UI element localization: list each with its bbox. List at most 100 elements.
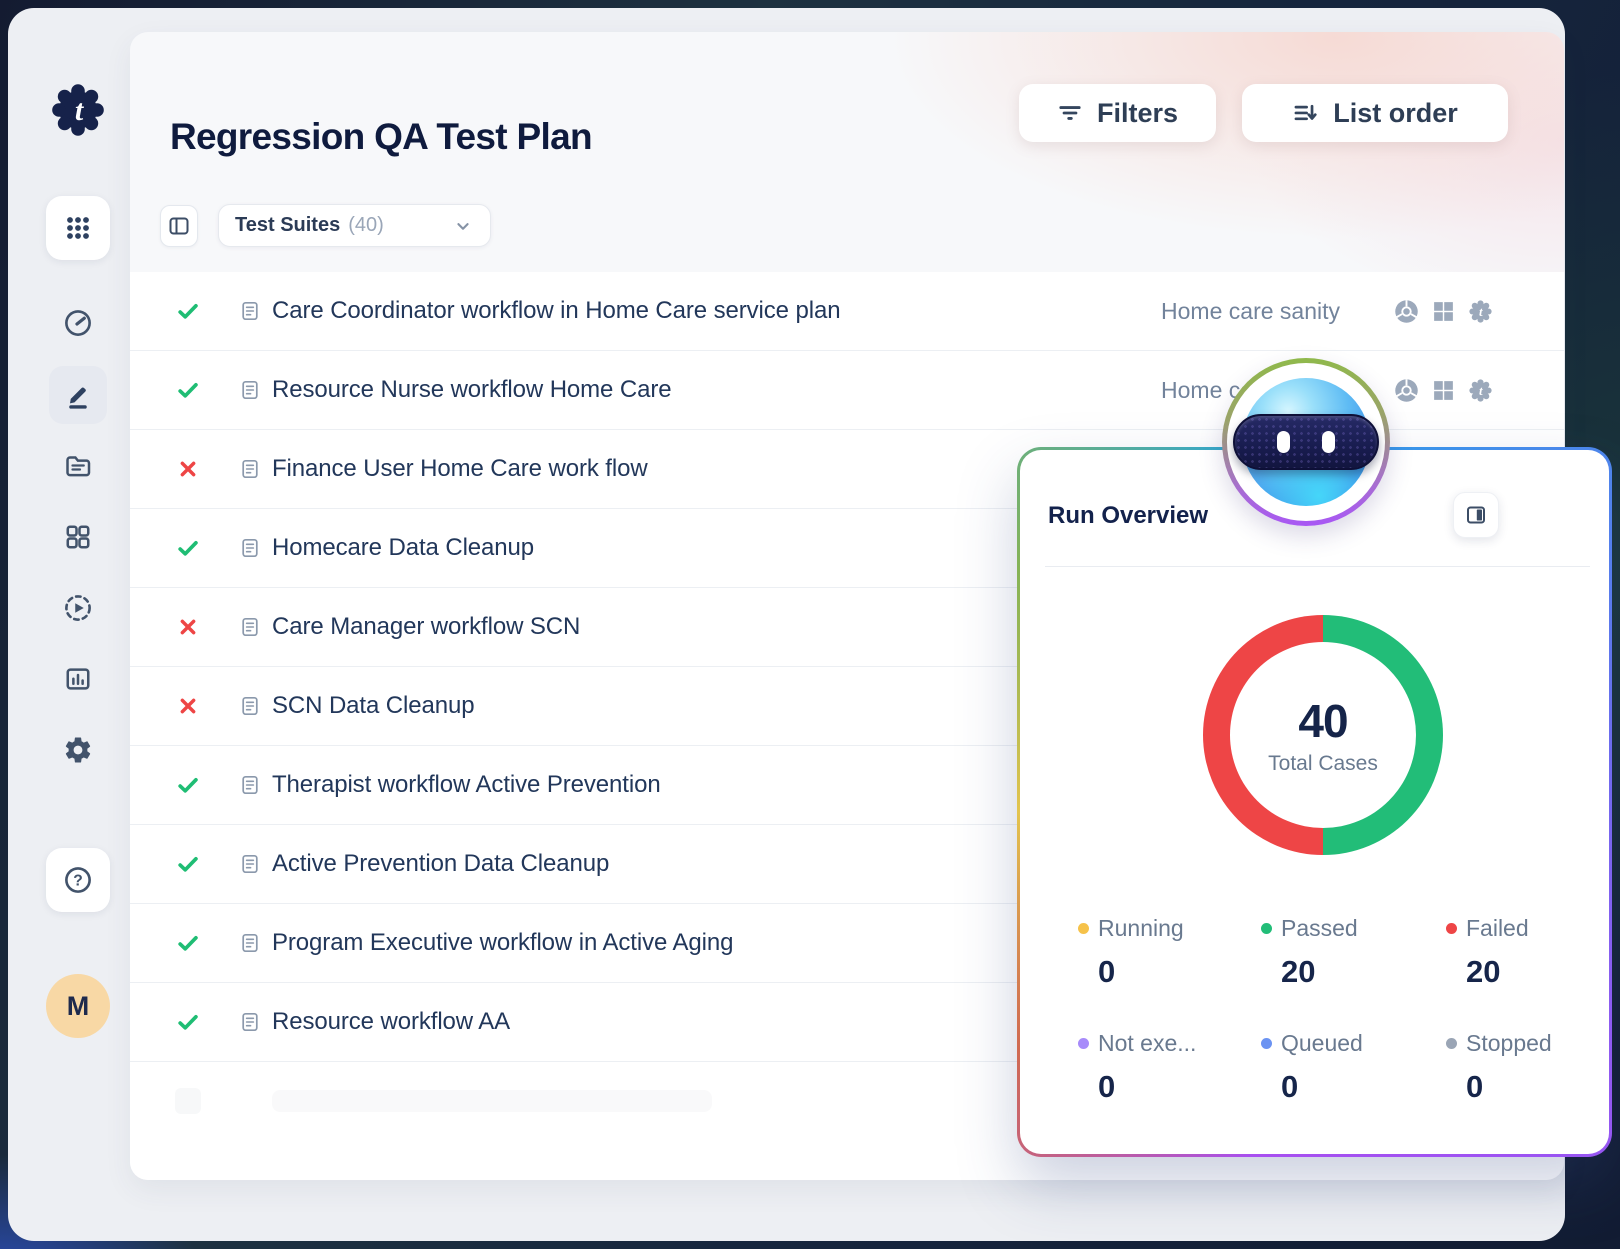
dashboard-speedometer-icon	[65, 310, 91, 336]
test-doc-icon	[242, 380, 258, 400]
not-executed-dot	[1078, 1038, 1089, 1049]
avatar-initial: M	[66, 990, 90, 1021]
legend-not-executed: Not exe... 0	[1078, 1030, 1261, 1105]
sidebar-item-settings[interactable]	[56, 728, 100, 772]
test-doc-icon	[242, 617, 258, 637]
test-suites-dropdown[interactable]: Test Suites (40)	[218, 204, 491, 247]
runs-play-icon	[65, 595, 91, 621]
failed-cross-icon	[180, 461, 196, 477]
svg-text:?: ?	[73, 873, 83, 890]
legend-passed: Passed 20	[1261, 915, 1446, 990]
chevron-down-icon	[457, 222, 469, 230]
test-name: Homecare Data Cleanup	[272, 534, 535, 561]
queued-dot	[1261, 1038, 1272, 1049]
sidebar-item-apps[interactable]	[46, 196, 110, 260]
legend-queued: Queued 0	[1261, 1030, 1446, 1105]
robot-ring	[1227, 363, 1385, 521]
panel-toggle-button[interactable]	[1453, 492, 1499, 538]
sidebar-item-editor[interactable]	[49, 366, 107, 424]
chrome-icon	[1395, 378, 1418, 402]
passed-check-icon	[178, 935, 198, 951]
settings-gear-icon	[65, 737, 91, 763]
test-name: Therapist workflow Active Prevention	[272, 771, 661, 798]
svg-text:t: t	[75, 94, 85, 127]
test-doc-icon	[242, 301, 258, 321]
help-circle-icon: ?	[65, 867, 91, 893]
running-dot	[1078, 923, 1089, 934]
test-name: Care Manager workflow SCN	[272, 613, 581, 640]
total-cases-value: 40	[1298, 695, 1348, 747]
user-avatar[interactable]: M	[46, 974, 110, 1038]
donut-center: 40 Total Cases	[1230, 642, 1416, 828]
test-name: Resource workflow AA	[272, 1008, 511, 1035]
passed-check-icon	[178, 382, 198, 398]
passed-check-icon	[178, 777, 198, 793]
platform-icons: t	[1393, 377, 1494, 404]
stopped-dot	[1446, 1038, 1457, 1049]
suite-label: Home care sanity	[1161, 297, 1340, 324]
testim-logo-icon: t	[52, 84, 104, 136]
robot-sphere-icon	[1233, 378, 1379, 506]
passed-check-icon	[178, 856, 198, 872]
testim-logo[interactable]: t	[50, 82, 106, 138]
test-name: Care Coordinator workflow in Home Care s…	[272, 297, 841, 324]
test-doc-icon	[242, 1012, 258, 1032]
reports-bar-chart-icon	[66, 668, 90, 690]
header-glow	[130, 32, 1564, 302]
filter-icon	[1059, 106, 1081, 120]
passed-check-icon	[178, 303, 198, 319]
robot-assistant-avatar[interactable]	[1222, 358, 1390, 526]
sidebar-item-folders[interactable]	[56, 444, 100, 488]
legend-stopped: Stopped 0	[1446, 1030, 1593, 1105]
suites-grid-icon	[66, 525, 90, 549]
sidebar-item-runs[interactable]	[56, 586, 100, 630]
panel-right-icon	[1467, 506, 1485, 524]
sidebar-item-dashboard[interactable]	[56, 301, 100, 345]
panel-left-icon	[169, 217, 189, 235]
legend-failed: Failed 20	[1446, 915, 1593, 990]
robot-visor	[1233, 414, 1379, 470]
svg-text:t: t	[1479, 383, 1483, 398]
test-name: Active Prevention Data Cleanup	[272, 850, 610, 877]
windows-icon	[1434, 380, 1453, 400]
list-order-icon	[1294, 104, 1317, 120]
failed-count: 20	[1466, 954, 1501, 989]
test-name: Resource Nurse workflow Home Care	[272, 376, 672, 403]
folder-icon	[66, 456, 91, 477]
faded-next-row	[130, 1062, 1564, 1140]
page-title: Regression QA Test Plan	[170, 116, 593, 157]
test-row[interactable]: Care Coordinator workflow in Home Care s…	[130, 272, 1564, 351]
platform-icons: t	[1393, 298, 1494, 325]
run-status-legend: Running 0 Passed 20 Failed 20 Not exe...…	[1078, 915, 1598, 1105]
legend-running: Running 0	[1078, 915, 1261, 990]
passed-check-icon	[178, 540, 198, 556]
test-name: SCN Data Cleanup	[272, 692, 475, 719]
sidebar-item-suites[interactable]	[56, 515, 100, 559]
chrome-icon	[1395, 299, 1418, 323]
panel-divider	[1045, 566, 1590, 567]
test-name: Finance User Home Care work flow	[272, 455, 648, 482]
queued-count: 0	[1281, 1069, 1299, 1104]
robot-eye-right	[1322, 431, 1335, 453]
donut-chart: 40 Total Cases	[1203, 615, 1443, 855]
list-order-button[interactable]: List order	[1242, 84, 1508, 142]
passed-count: 20	[1281, 954, 1316, 989]
filters-button[interactable]: Filters	[1019, 84, 1216, 142]
failed-cross-icon	[180, 698, 196, 714]
sidebar-item-reports[interactable]	[56, 657, 100, 701]
testim-gear-icon: t	[1469, 299, 1492, 323]
collapse-panel-button[interactable]	[160, 205, 198, 247]
passed-check-icon	[178, 1014, 198, 1030]
test-doc-icon	[242, 854, 258, 874]
test-doc-icon	[242, 696, 258, 716]
total-cases-label: Total Cases	[1268, 752, 1378, 775]
dropdown-count: (40)	[348, 214, 384, 236]
testim-gear-icon: t	[1469, 378, 1492, 402]
test-name: Program Executive workflow in Active Agi…	[272, 929, 734, 956]
apps-grid-icon	[67, 217, 89, 239]
not-executed-count: 0	[1098, 1069, 1116, 1104]
run-overview-panel: Run Overview 40 Total Cases Running 0 P	[1017, 447, 1612, 1157]
failed-dot	[1446, 923, 1457, 934]
sidebar-item-help[interactable]: ?	[46, 848, 110, 912]
editor-pencil-icon	[69, 387, 87, 409]
